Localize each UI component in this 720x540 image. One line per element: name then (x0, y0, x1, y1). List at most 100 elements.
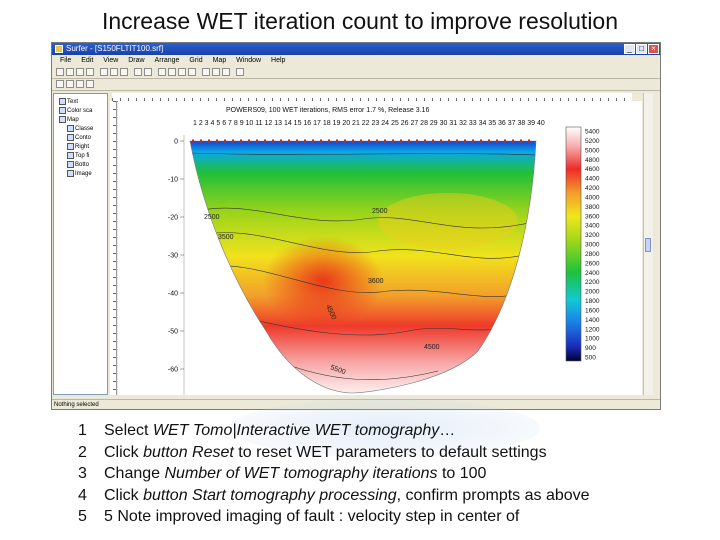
y-tick-label: -50 (168, 329, 178, 336)
contour-label: 3500 (218, 234, 234, 241)
standard-toolbar (52, 66, 660, 79)
map-object-icon (59, 116, 66, 123)
menu-bar: File Edit View Draw Arrange Grid Map Win… (52, 55, 660, 66)
save-icon[interactable] (76, 68, 84, 76)
tree-item-image[interactable]: Image (67, 170, 92, 177)
y-tick-label: 0 (174, 139, 178, 146)
color-scale-label: 3800 (585, 204, 600, 211)
y-tick-label: -20 (168, 215, 178, 222)
color-scale-label: 3200 (585, 232, 600, 239)
text-tool-icon[interactable] (66, 80, 74, 88)
color-scale-label: 1000 (585, 336, 600, 343)
grid-data-icon[interactable] (202, 68, 210, 76)
color-scale-label: 5000 (585, 147, 600, 154)
contour-label: 3600 (368, 278, 384, 285)
tree-item-classed[interactable]: Classe (67, 125, 93, 132)
undo-icon[interactable] (134, 68, 142, 76)
color-scale-bar[interactable] (565, 126, 582, 362)
y-axis-ticks: 0-10-20-30-40-50-60-70 (168, 139, 184, 374)
color-scale-label: 3000 (585, 242, 600, 249)
color-scale-icon (59, 107, 66, 114)
object-manager: Text Color sca Map Classe Conto Right To… (53, 93, 108, 395)
zoom-out-icon[interactable] (168, 68, 176, 76)
color-scale-label: 2400 (585, 270, 600, 277)
menu-view[interactable]: View (103, 57, 119, 64)
instruction-step: 2 Click button Reset to reset WET paramet… (78, 442, 718, 464)
zoom-rect-icon[interactable] (178, 68, 186, 76)
contour-layer-icon (67, 134, 74, 141)
color-scale-label: 1400 (585, 317, 600, 324)
color-scale-label: 4800 (585, 157, 600, 164)
zoom-in-icon[interactable] (158, 68, 166, 76)
menu-file[interactable]: File (60, 57, 72, 64)
maximize-icon[interactable]: □ (636, 44, 647, 54)
menu-grid[interactable]: Grid (189, 57, 203, 64)
menu-window[interactable]: Window (236, 57, 262, 64)
axis-icon (67, 152, 74, 159)
tree-item-top-axis[interactable]: Top fi (67, 152, 89, 159)
print-icon[interactable] (86, 68, 94, 76)
plot-caption: POWERS09, 100 WET iterations, RMS error … (226, 107, 429, 114)
minimize-icon[interactable]: _ (624, 44, 635, 54)
color-scale-label: 3600 (585, 213, 600, 220)
help-icon[interactable] (236, 68, 244, 76)
vertical-scrollbar[interactable] (643, 93, 653, 395)
tree-item-contours[interactable]: Conto (67, 134, 91, 141)
surfer-app-icon (55, 45, 63, 53)
tree-item-color-scale[interactable]: Color sca (59, 107, 92, 114)
status-text: Nothing selected (54, 402, 99, 408)
new-file-icon[interactable] (56, 68, 64, 76)
color-scale-label: 4200 (585, 185, 600, 192)
contour-label: 2500 (204, 214, 220, 221)
tree-item-right-axis[interactable]: Right (67, 143, 89, 150)
instruction-steps: 1 Select WET Tomo|Interactive WET tomogra… (78, 420, 718, 528)
menu-map[interactable]: Map (212, 57, 227, 64)
select-arrow-icon[interactable] (56, 80, 64, 88)
image-map-icon[interactable] (222, 68, 230, 76)
watermark-logo (230, 398, 540, 458)
zoom-page-icon[interactable] (188, 68, 196, 76)
plot-canvas[interactable]: POWERS09, 100 WET iterations, RMS error … (118, 101, 642, 395)
rectangle-tool-icon[interactable] (86, 80, 94, 88)
menu-arrange[interactable]: Arrange (154, 57, 180, 64)
color-scale-label: 1800 (585, 298, 600, 305)
window-titlebar: Surfer - [S150FLTIT100.srf] _ □ × (52, 43, 660, 55)
redo-icon[interactable] (144, 68, 152, 76)
color-scale-label: 5400 (585, 129, 600, 136)
color-scale-label: 3400 (585, 223, 600, 230)
color-scale-label: 4000 (585, 194, 600, 201)
color-scale-label: 1200 (585, 326, 600, 333)
tree-item-bottom-axis[interactable]: Botto (67, 161, 89, 168)
polyline-tool-icon[interactable] (76, 80, 84, 88)
close-icon[interactable]: × (648, 44, 659, 54)
menu-draw[interactable]: Draw (128, 57, 145, 64)
color-scale-label: 5200 (585, 138, 600, 145)
contour-label: 4500 (424, 344, 440, 351)
instruction-step: 1 Select WET Tomo|Interactive WET tomogra… (78, 420, 718, 442)
paste-icon[interactable] (120, 68, 128, 76)
color-scale-label: 1600 (585, 307, 600, 314)
contour-map-icon[interactable] (212, 68, 220, 76)
color-scale-label: 2800 (585, 251, 600, 258)
menu-edit[interactable]: Edit (81, 57, 94, 64)
status-bar: Nothing selected (52, 399, 660, 409)
y-tick-label: -60 (168, 367, 178, 374)
color-scale-label: 4400 (585, 176, 600, 183)
tree-item-text[interactable]: Text (59, 98, 78, 105)
cut-icon[interactable] (100, 68, 108, 76)
step-text: Click button Start tomography processing… (104, 486, 590, 504)
surfer-window: Surfer - [S150FLTIT100.srf] _ □ × File E… (51, 42, 661, 410)
axis-icon (67, 143, 74, 150)
velocity-tomogram (190, 141, 536, 393)
tree-item-map[interactable]: Map (59, 116, 79, 123)
color-scale-label: 2600 (585, 260, 600, 267)
copy-icon[interactable] (110, 68, 118, 76)
open-file-icon[interactable] (66, 68, 74, 76)
tomogram-plot: POWERS09, 100 WET iterations, RMS error … (168, 107, 600, 395)
classed-post-icon (67, 125, 74, 132)
image-layer-icon (67, 170, 74, 177)
scrollbar-thumb[interactable] (645, 238, 651, 252)
contour-label: 5500 (329, 364, 346, 376)
menu-help[interactable]: Help (271, 57, 286, 64)
